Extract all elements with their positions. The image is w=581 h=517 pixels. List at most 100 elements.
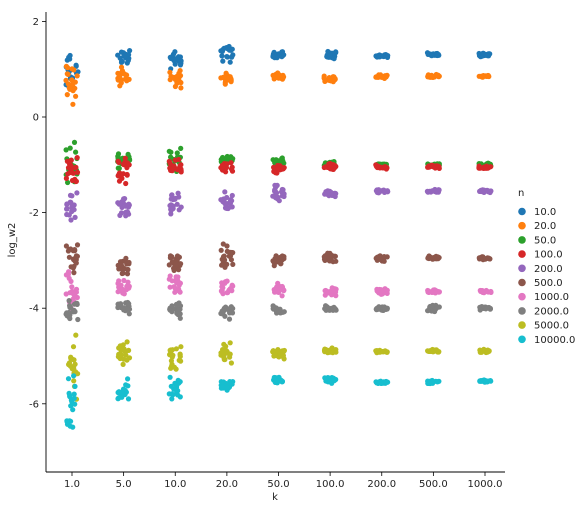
data-point [174, 201, 180, 207]
data-point [488, 288, 494, 295]
data-point [477, 378, 483, 384]
data-point [477, 165, 483, 171]
data-point [71, 373, 77, 379]
legend-label: 10.0 [534, 207, 556, 218]
data-point [219, 284, 225, 290]
data-point [333, 289, 339, 295]
legend-label: 1000.0 [534, 292, 569, 303]
data-point [480, 288, 486, 294]
data-point [430, 349, 436, 355]
data-point [275, 194, 281, 200]
legend-label: 2000.0 [534, 306, 569, 317]
legend-marker [518, 236, 526, 244]
data-point [425, 307, 431, 314]
data-point [178, 80, 184, 86]
legend-marker [518, 207, 526, 216]
data-point [68, 246, 74, 252]
data-point [327, 378, 333, 384]
data-point [229, 288, 235, 294]
data-point [477, 307, 483, 313]
legend-marker [518, 264, 526, 273]
data-point [64, 206, 70, 212]
data-point [228, 166, 235, 172]
data-point [433, 188, 439, 194]
data-point [174, 73, 180, 79]
data-point [381, 258, 387, 264]
data-point [121, 196, 127, 202]
data-point [228, 77, 234, 83]
data-point [116, 345, 122, 351]
data-point [332, 76, 338, 83]
data-point [382, 286, 388, 292]
data-point [69, 284, 75, 290]
data-point [63, 77, 69, 83]
x-tick-label: 5.0 [116, 479, 132, 490]
legend-marker [518, 335, 526, 344]
data-point [220, 164, 226, 170]
data-point [169, 396, 175, 402]
data-point [227, 249, 233, 255]
data-point [122, 258, 129, 264]
data-point [221, 74, 227, 80]
data-point [230, 156, 236, 162]
data-point [124, 271, 131, 277]
data-point [126, 311, 132, 317]
data-point [64, 71, 70, 77]
data-point [169, 354, 175, 360]
data-point [436, 304, 442, 310]
data-point [67, 192, 74, 198]
data-point [275, 165, 281, 171]
data-point [174, 77, 180, 83]
data-point [323, 375, 329, 382]
data-point [65, 179, 71, 186]
data-point [122, 155, 128, 161]
data-point [70, 265, 76, 271]
data-point [173, 261, 179, 267]
data-point [227, 198, 233, 204]
data-point [119, 77, 125, 83]
data-point [177, 315, 183, 321]
data-point [174, 280, 180, 286]
data-point [170, 392, 176, 398]
data-point [72, 361, 78, 367]
data-point [119, 58, 125, 65]
data-point [380, 348, 387, 355]
data-point [270, 303, 276, 309]
data-point [123, 53, 129, 59]
data-point [63, 243, 69, 249]
data-point [381, 189, 388, 195]
data-point [70, 296, 76, 302]
data-point [118, 287, 125, 293]
data-point [74, 73, 80, 79]
data-point [228, 204, 234, 210]
data-point [73, 165, 79, 171]
data-point [485, 348, 491, 354]
data-point [75, 316, 81, 323]
data-point [326, 255, 332, 261]
data-point [119, 270, 125, 277]
data-point [121, 291, 127, 297]
data-point [70, 407, 76, 413]
data-point [167, 347, 173, 353]
data-point [125, 57, 131, 64]
data-point [120, 361, 126, 367]
legend-label: 100.0 [534, 250, 563, 261]
data-point [385, 53, 391, 59]
data-point [73, 93, 79, 99]
data-point [378, 255, 384, 262]
data-point [121, 162, 127, 168]
data-point [123, 180, 129, 187]
data-point [485, 255, 492, 261]
data-point [273, 378, 279, 384]
x-tick-label: 1.0 [64, 479, 80, 490]
data-point [220, 241, 226, 247]
data-point [323, 288, 329, 294]
data-point [374, 164, 380, 171]
data-point [373, 348, 379, 354]
data-point [436, 255, 442, 261]
data-point [121, 277, 127, 284]
data-point [275, 72, 281, 78]
data-point [175, 392, 181, 398]
data-point [220, 155, 226, 162]
